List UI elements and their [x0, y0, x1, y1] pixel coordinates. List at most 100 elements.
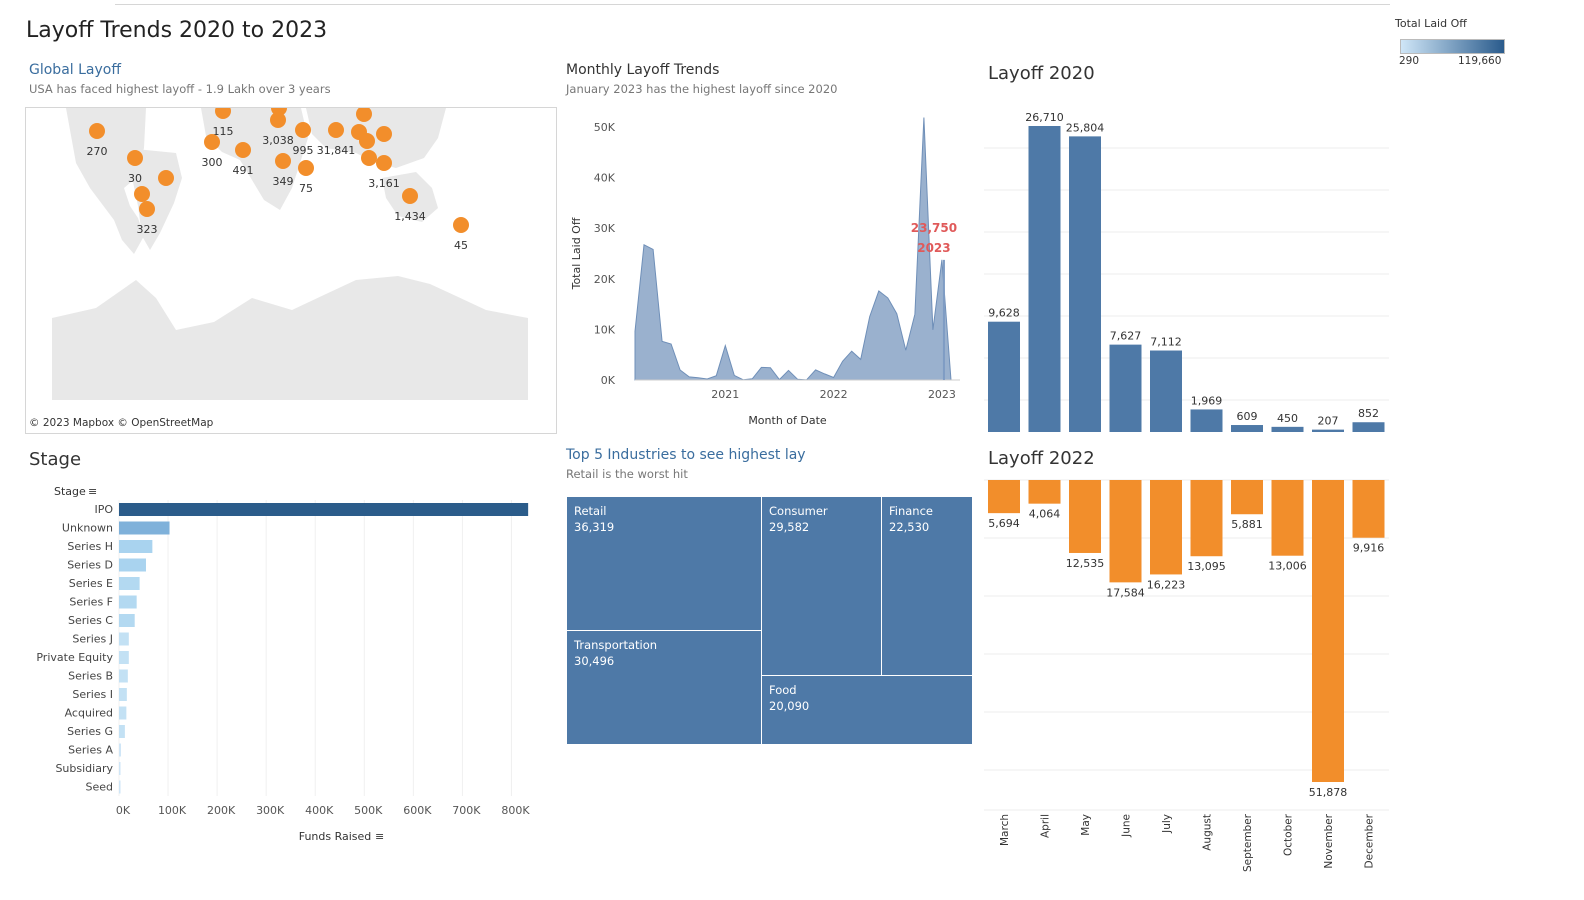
map-marker[interactable] — [361, 150, 377, 166]
treemap-value: 22,530 — [889, 520, 930, 534]
bar[interactable] — [1231, 480, 1263, 515]
sort-icon[interactable]: ≡ — [88, 485, 97, 498]
stage-bar[interactable] — [119, 706, 127, 720]
bar-value-label: 7,112 — [1150, 336, 1182, 349]
industries-treemap[interactable]: Retail 36,319 Consumer 29,582 Finance 22… — [566, 496, 973, 745]
stage-bar[interactable] — [119, 540, 153, 553]
bar[interactable] — [1190, 409, 1223, 432]
map-marker[interactable] — [158, 170, 174, 186]
bar[interactable] — [988, 480, 1020, 514]
stage-bar[interactable] — [119, 669, 128, 683]
bar[interactable] — [1231, 425, 1263, 432]
stage-bar[interactable] — [119, 725, 125, 738]
stage-bar[interactable] — [119, 632, 129, 646]
color-legend-title: Total Laid Off — [1395, 17, 1467, 30]
x-category-label: December — [1364, 813, 1376, 868]
x-category-label: August — [1202, 814, 1214, 851]
map-marker[interactable] — [270, 112, 286, 128]
bar[interactable] — [1069, 136, 1101, 432]
map-marker[interactable] — [453, 217, 469, 233]
bar[interactable] — [1190, 480, 1223, 557]
treemap-cell-transportation[interactable]: Transportation 30,496 — [566, 630, 762, 745]
bar-value-label: 26,710 — [1025, 111, 1064, 124]
map-marker[interactable] — [328, 122, 344, 138]
color-legend-max: 119,660 — [1458, 55, 1502, 67]
color-legend-gradient[interactable] — [1400, 39, 1505, 54]
bar[interactable] — [1150, 350, 1182, 432]
map-marker[interactable] — [127, 150, 143, 166]
x-tick-label: 800K — [501, 804, 530, 817]
x-tick-label: 2021 — [711, 388, 739, 401]
map-marker[interactable] — [139, 201, 155, 217]
bar[interactable] — [1312, 429, 1344, 432]
x-tick-label: 400K — [305, 804, 334, 817]
stage-bar[interactable] — [119, 743, 121, 757]
stage-bar[interactable] — [119, 651, 129, 664]
map-marker[interactable] — [235, 142, 251, 158]
y-tick-label: 50K — [594, 121, 616, 134]
bar[interactable] — [1271, 480, 1304, 556]
x-category-label: October — [1283, 813, 1295, 856]
land-masses — [52, 108, 528, 400]
treemap-cell-consumer[interactable]: Consumer 29,582 — [761, 496, 882, 676]
map-copyright: © 2023 Mapbox © OpenStreetMap — [29, 417, 214, 429]
treemap-cell-food[interactable]: Food 20,090 — [761, 675, 973, 745]
bar[interactable] — [988, 321, 1020, 432]
stage-bar-chart[interactable]: Stage ≡0K 100K 200K 300K 400K 500K 600K 700K 800K… — [20, 478, 560, 850]
map-marker[interactable] — [215, 108, 231, 119]
stage-category-label: Series B — [68, 670, 113, 683]
y-axis-label: Total Laid Off — [570, 217, 583, 290]
stage-bar[interactable] — [119, 503, 529, 516]
global-layoff-map[interactable]: 270 115 3,038 995 31,841 300 491 349 75 30 3,161 1,… — [25, 107, 557, 434]
stage-category-label: Series G — [67, 725, 113, 738]
stage-bar[interactable] — [119, 614, 135, 627]
bar[interactable] — [1109, 344, 1142, 432]
stage-bar[interactable] — [119, 558, 146, 572]
bar[interactable] — [1109, 480, 1142, 583]
map-marker[interactable] — [359, 133, 375, 149]
map-marker[interactable] — [298, 160, 314, 176]
map-marker[interactable] — [89, 123, 105, 139]
bar[interactable] — [1150, 480, 1182, 575]
bar-value-label: 12,535 — [1066, 557, 1105, 570]
x-tick-label: 700K — [452, 804, 481, 817]
map-marker[interactable] — [295, 122, 311, 138]
bar[interactable] — [1352, 422, 1385, 432]
map-marker[interactable] — [376, 126, 392, 142]
treemap-cell-retail[interactable]: Retail 36,319 — [566, 496, 762, 631]
stage-category-label: Subsidiary — [55, 762, 113, 775]
map-marker[interactable] — [402, 188, 418, 204]
stage-bar[interactable] — [119, 688, 127, 701]
bar[interactable] — [1312, 480, 1344, 782]
stage-bar[interactable] — [119, 780, 121, 794]
bar-value-label: 17,584 — [1106, 586, 1145, 599]
area-series[interactable] — [634, 117, 960, 381]
bar[interactable] — [1028, 480, 1061, 504]
stage-title: Stage — [29, 449, 82, 470]
stage-bar[interactable] — [119, 521, 170, 535]
map-marker[interactable] — [356, 108, 372, 122]
stage-bar[interactable] — [119, 595, 137, 609]
stage-bar[interactable] — [119, 762, 121, 775]
land-africa — [201, 108, 308, 210]
bar-value-label: 852 — [1358, 407, 1379, 420]
monthly-title: Monthly Layoff Trends — [566, 62, 720, 78]
bar[interactable] — [1352, 480, 1385, 538]
map-marker[interactable] — [275, 153, 291, 169]
y-tick-label: 40K — [594, 172, 616, 185]
map-marker[interactable] — [204, 134, 220, 150]
bar[interactable] — [1028, 126, 1061, 432]
monthly-area-chart[interactable]: 0K 10K 20K 30K 40K 50K Total Laid Off 2021 2022 2… — [560, 105, 980, 435]
bar[interactable] — [1271, 426, 1304, 432]
map-marker-label: 31,841 — [317, 144, 356, 157]
map-marker[interactable] — [376, 155, 392, 171]
map-marker[interactable] — [134, 186, 150, 202]
treemap-cell-finance[interactable]: Finance 22,530 — [881, 496, 973, 676]
y-tick-label: 20K — [594, 273, 616, 286]
sort-icon[interactable]: ≡ — [375, 830, 384, 843]
bar[interactable] — [1069, 480, 1101, 553]
stage-bar[interactable] — [119, 577, 140, 590]
